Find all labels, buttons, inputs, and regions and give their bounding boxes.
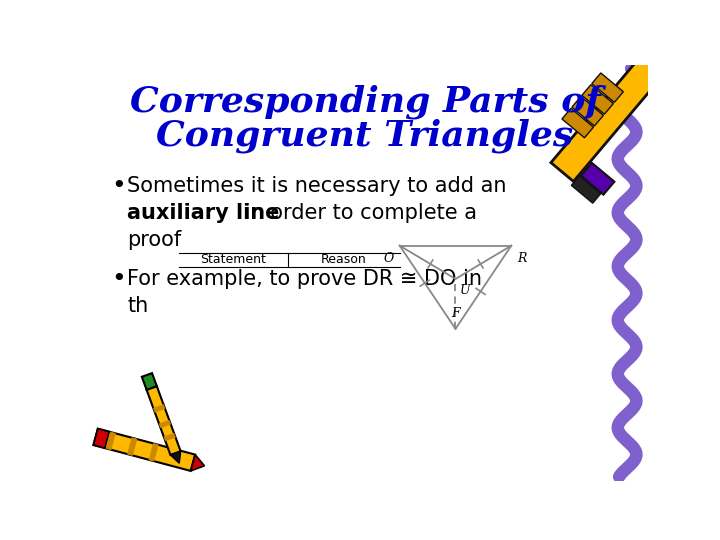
Text: For example, to prove DR ≅ DO in: For example, to prove DR ≅ DO in xyxy=(127,269,482,289)
Text: auxiliary line: auxiliary line xyxy=(127,204,279,224)
Polygon shape xyxy=(572,176,600,203)
Text: F: F xyxy=(451,307,460,320)
Text: •: • xyxy=(112,267,127,291)
Polygon shape xyxy=(562,109,593,138)
Text: Statement: Statement xyxy=(200,253,266,267)
Text: R: R xyxy=(518,252,527,265)
Text: O: O xyxy=(383,252,394,265)
Polygon shape xyxy=(142,373,157,390)
Text: •: • xyxy=(112,174,127,199)
Polygon shape xyxy=(127,438,137,455)
Polygon shape xyxy=(582,85,613,114)
Polygon shape xyxy=(592,73,624,103)
Polygon shape xyxy=(94,429,109,448)
Polygon shape xyxy=(149,443,158,461)
Text: proof: proof xyxy=(127,231,181,251)
Polygon shape xyxy=(551,33,683,181)
Polygon shape xyxy=(171,451,181,463)
Text: Reason: Reason xyxy=(321,253,366,267)
Polygon shape xyxy=(163,433,176,441)
Polygon shape xyxy=(147,386,181,455)
Polygon shape xyxy=(153,404,165,413)
Polygon shape xyxy=(191,455,204,471)
Polygon shape xyxy=(159,420,171,428)
Polygon shape xyxy=(106,432,115,450)
Text: Congruent Triangles: Congruent Triangles xyxy=(156,118,574,153)
Text: Corresponding Parts of: Corresponding Parts of xyxy=(130,84,600,119)
Polygon shape xyxy=(94,429,195,471)
Text: Sometimes it is necessary to add an: Sometimes it is necessary to add an xyxy=(127,177,507,197)
Polygon shape xyxy=(572,97,603,126)
Polygon shape xyxy=(581,163,614,194)
Text: in order to complete a: in order to complete a xyxy=(238,204,477,224)
Text: U: U xyxy=(460,284,471,296)
Text: th: th xyxy=(127,296,148,316)
